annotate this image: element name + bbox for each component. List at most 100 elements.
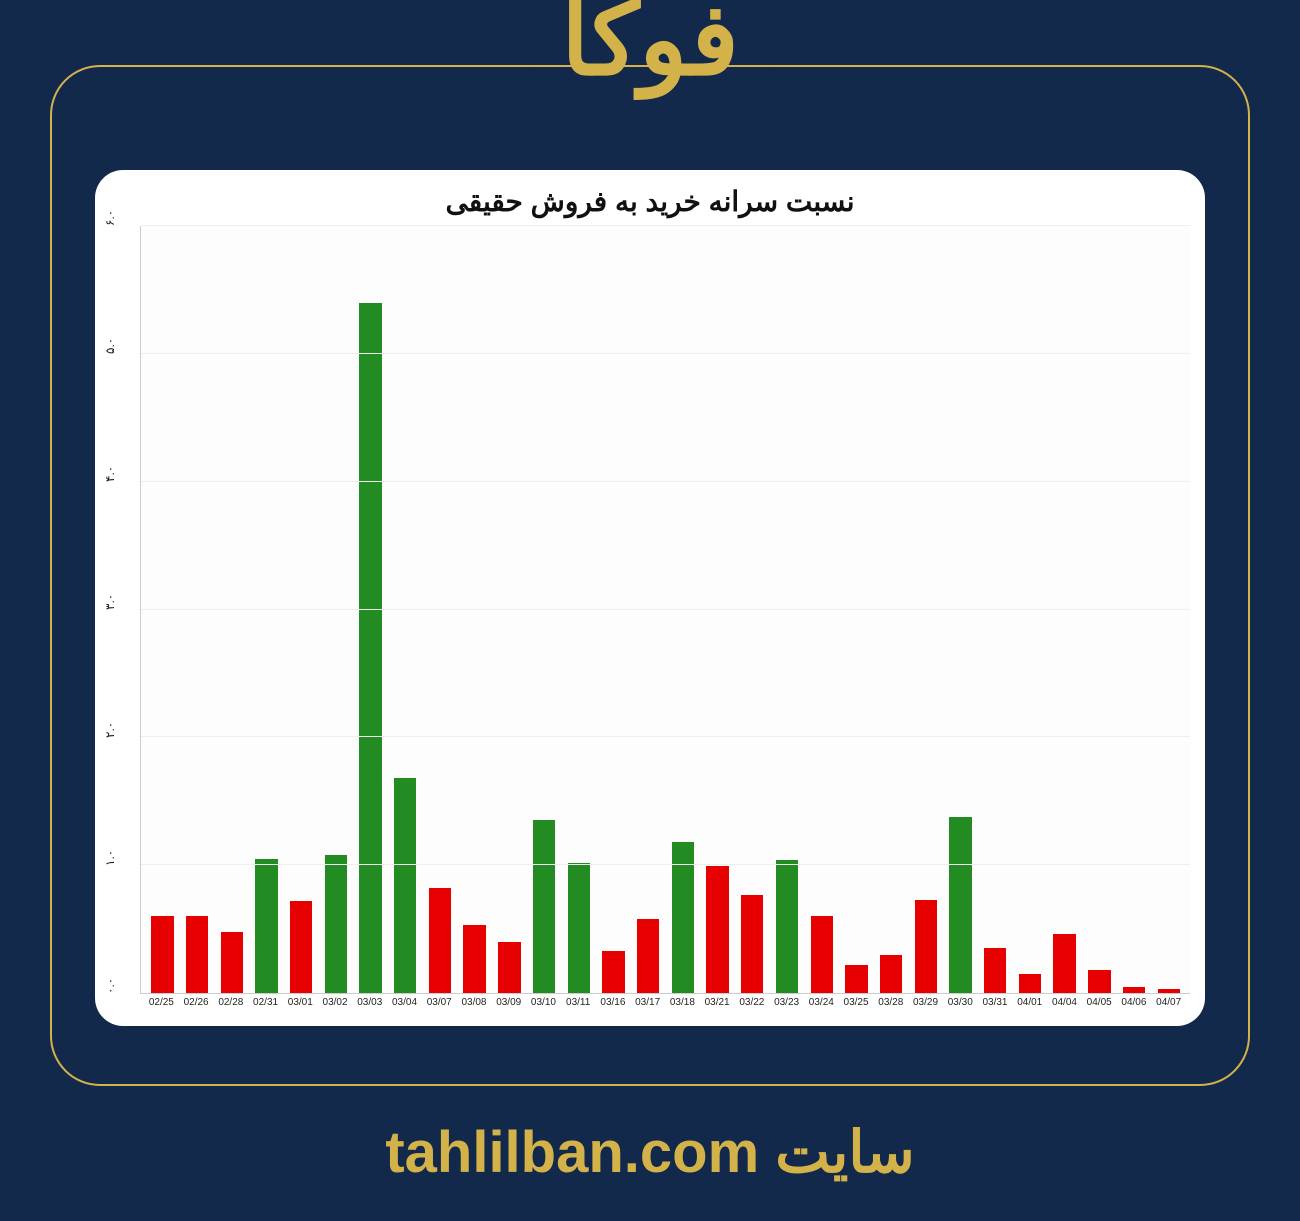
bar (359, 303, 381, 993)
x-tick-label: 04/01 (1012, 994, 1047, 1016)
bar-slot (1151, 226, 1186, 993)
bar-slot (770, 226, 805, 993)
x-tick-label: 02/28 (213, 994, 248, 1016)
bar (533, 820, 555, 993)
y-axis: ۰.۰۱.۰۲.۰۳.۰۴.۰۵.۰۶.۰ (110, 226, 140, 994)
x-tick-label: 03/28 (873, 994, 908, 1016)
bar-slot (561, 226, 596, 993)
chart-area: ۰.۰۱.۰۲.۰۳.۰۴.۰۵.۰۶.۰ 02/2502/2602/2802/… (110, 226, 1190, 1016)
bar-slot (631, 226, 666, 993)
grid-line (141, 864, 1190, 865)
bar-slot (1082, 226, 1117, 993)
bar-slot (284, 226, 319, 993)
x-tick-label: 03/10 (526, 994, 561, 1016)
x-tick-label: 03/23 (769, 994, 804, 1016)
bar (463, 925, 485, 993)
bar (394, 778, 416, 993)
bar-slot (423, 226, 458, 993)
bar-slot (457, 226, 492, 993)
bar-slot (319, 226, 354, 993)
x-tick-label: 04/07 (1151, 994, 1186, 1016)
bar-slot (1013, 226, 1048, 993)
bar-slot (353, 226, 388, 993)
bar-slot (874, 226, 909, 993)
y-tick-label: ۴.۰ (103, 466, 117, 482)
bar (1088, 970, 1110, 993)
x-tick-label: 03/09 (491, 994, 526, 1016)
bar-slot (249, 226, 284, 993)
bar (498, 942, 520, 993)
bar-slot (700, 226, 735, 993)
x-tick-label: 04/06 (1117, 994, 1152, 1016)
bar (1019, 974, 1041, 993)
bar-slot (804, 226, 839, 993)
bar (845, 965, 867, 993)
x-tick-label: 03/16 (596, 994, 631, 1016)
bar (984, 948, 1006, 993)
y-tick-label: ۱.۰ (103, 850, 117, 866)
bar (429, 888, 451, 993)
x-tick-label: 03/18 (665, 994, 700, 1016)
grid-line (141, 353, 1190, 354)
x-tick-label: 03/11 (561, 994, 596, 1016)
bar (151, 916, 173, 993)
footer-prefix: سایت (775, 1120, 914, 1185)
bar (949, 817, 971, 993)
x-tick-label: 02/26 (179, 994, 214, 1016)
x-tick-label: 04/04 (1047, 994, 1082, 1016)
footer-title: سایت tahlilban.com (0, 1118, 1300, 1186)
bar-slot (1117, 226, 1152, 993)
x-tick-label: 03/25 (839, 994, 874, 1016)
y-tick-label: ۰.۰ (103, 978, 117, 994)
x-tick-label: 03/24 (804, 994, 839, 1016)
bar-slot (978, 226, 1013, 993)
x-tick-label: 03/04 (387, 994, 422, 1016)
bar (741, 895, 763, 993)
chart-plot (140, 226, 1190, 994)
x-axis: 02/2502/2602/2802/3103/0103/0203/0303/04… (140, 994, 1190, 1016)
bar (186, 916, 208, 993)
bar-slot (666, 226, 701, 993)
x-tick-label: 03/22 (734, 994, 769, 1016)
bar (221, 932, 243, 993)
grid-line (141, 481, 1190, 482)
bar-slot (527, 226, 562, 993)
bar (1123, 987, 1145, 993)
bar (290, 901, 312, 993)
x-tick-label: 03/29 (908, 994, 943, 1016)
chart-card: نسبت سرانه خرید به فروش حقیقی ۰.۰۱.۰۲.۰۳… (95, 170, 1205, 1026)
footer-site: tahlilban.com (385, 1120, 759, 1185)
x-tick-label: 03/02 (318, 994, 353, 1016)
x-tick-label: 04/05 (1082, 994, 1117, 1016)
bar (602, 951, 624, 993)
y-tick-label: ۳.۰ (103, 594, 117, 610)
y-tick-label: ۲.۰ (103, 722, 117, 738)
y-tick-label: ۶.۰ (103, 210, 117, 226)
x-tick-label: 03/01 (283, 994, 318, 1016)
bar (1158, 989, 1180, 993)
grid-line (141, 736, 1190, 737)
x-tick-label: 03/07 (422, 994, 457, 1016)
bars-container (141, 226, 1190, 993)
bar-slot (735, 226, 770, 993)
bar (325, 855, 347, 993)
bar (811, 916, 833, 993)
x-tick-label: 02/25 (144, 994, 179, 1016)
y-tick-label: ۵.۰ (103, 338, 117, 354)
bar (880, 955, 902, 993)
bar (568, 863, 590, 993)
bar-slot (596, 226, 631, 993)
x-tick-label: 02/31 (248, 994, 283, 1016)
bar-slot (839, 226, 874, 993)
bar-slot (388, 226, 423, 993)
bar (706, 866, 728, 993)
bar-slot (943, 226, 978, 993)
x-tick-label: 03/08 (457, 994, 492, 1016)
x-tick-label: 03/21 (700, 994, 735, 1016)
bar (776, 860, 798, 993)
bar (1053, 934, 1075, 993)
bar (637, 919, 659, 993)
x-tick-label: 03/17 (630, 994, 665, 1016)
bar (915, 900, 937, 993)
x-tick-label: 03/30 (943, 994, 978, 1016)
